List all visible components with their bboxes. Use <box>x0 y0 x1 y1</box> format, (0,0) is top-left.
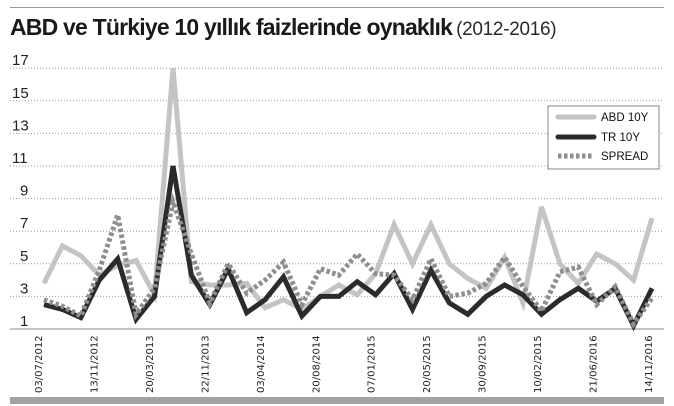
y-tick-label: 9 <box>20 183 28 200</box>
legend-item-abd: ABD 10Y <box>555 112 649 124</box>
chart-title-main: ABD ve Türkiye 10 yıllık faizlerinde oyn… <box>10 14 453 40</box>
y-tick-label: 3 <box>20 280 28 297</box>
y-tick-label: 1 <box>20 313 28 330</box>
legend-label-tr: TR 10Y <box>601 132 640 144</box>
x-tick-label: 13/11/2012 <box>89 335 100 393</box>
x-tick-label: 22/11/2013 <box>200 335 211 393</box>
chart-title-years: (2012-2016) <box>456 19 557 40</box>
x-tick-label: 30/09/2015 <box>478 335 489 393</box>
chart-title: ABD ve Türkiye 10 yıllık faizlerinde oyn… <box>10 14 557 41</box>
x-tick-label: 20/03/2013 <box>145 335 156 393</box>
x-tick-label: 20/08/2014 <box>311 335 322 393</box>
legend: ABD 10Y TR 10Y SPREAD <box>547 105 660 170</box>
x-tick-label: 20/05/2015 <box>422 335 433 393</box>
series-line-tr-10y <box>43 165 655 332</box>
x-tick-label: 03/04/2014 <box>256 335 267 393</box>
y-tick-label: 13 <box>12 117 29 134</box>
y-tick-label: 7 <box>20 215 28 232</box>
x-tick-label: 21/06/2016 <box>589 335 600 393</box>
legend-label-abd: ABD 10Y <box>601 112 649 124</box>
legend-item-spread: SPREAD <box>558 151 648 163</box>
x-tick-label: 10/02/2015 <box>533 335 544 393</box>
legend-item-tr: TR 10Y <box>555 132 640 144</box>
gridlines <box>10 67 664 297</box>
y-tick-label: 15 <box>12 85 29 102</box>
y-tick-label: 17 <box>12 52 29 69</box>
top-rule <box>10 7 664 8</box>
bottom-bar <box>10 397 664 404</box>
series-line-spread <box>43 192 655 329</box>
x-tick-label: 03/07/2012 <box>34 335 45 393</box>
x-tick-label: 14/11/2016 <box>644 335 655 393</box>
x-tick-label: 07/01/2015 <box>367 335 378 393</box>
y-tick-label: 11 <box>12 150 28 167</box>
y-tick-label: 5 <box>20 248 28 265</box>
series-lines <box>41 67 655 332</box>
legend-label-spread: SPREAD <box>601 151 648 163</box>
x-axis-ticks: 03/07/2012 13/11/2012 20/03/2013 22/11/2013… <box>34 335 655 393</box>
